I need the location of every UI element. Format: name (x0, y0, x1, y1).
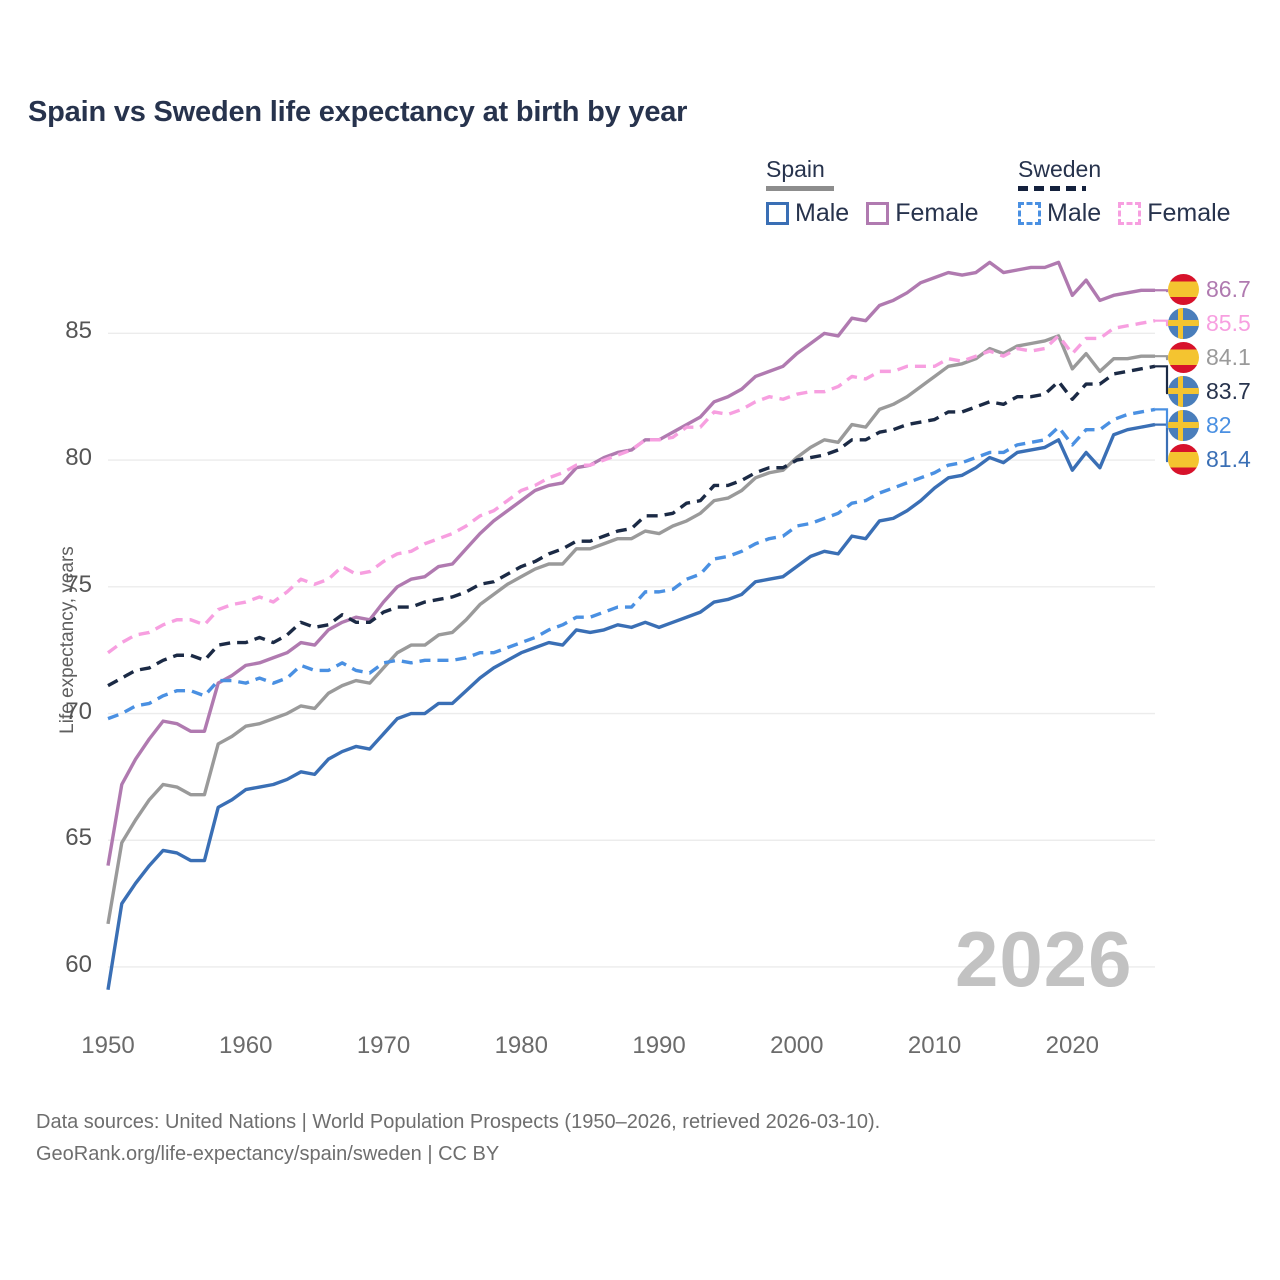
series-leader-line (1155, 289, 1169, 293)
sweden-flag-icon (1168, 375, 1199, 407)
series-end-label: 84.1 (1168, 340, 1280, 374)
chart-series-line (106, 319, 1156, 655)
legend-swatch-sweden-female-icon (1118, 202, 1142, 225)
legend-item-sweden-male[interactable]: Male (1018, 199, 1101, 228)
footer-line-attribution[interactable]: GeoRank.org/life-expectancy/spain/sweden… (36, 1143, 500, 1166)
page-title: Spain vs Sweden life expectancy at birth… (28, 96, 688, 128)
y-axis-tick-label: 70 (65, 697, 92, 725)
y-axis-tick-label: 75 (65, 570, 92, 598)
legend-group-sweden: Sweden Male Female (1018, 156, 1231, 228)
legend-item-spain-male[interactable]: Male (766, 199, 849, 228)
series-end-label: 83.7 (1168, 374, 1280, 408)
legend-rule-sweden (1018, 186, 1086, 191)
chart-series-line (106, 260, 1155, 866)
legend-group-title-sweden: Sweden (1018, 156, 1102, 182)
legend-item-spain-female[interactable]: Female (866, 199, 979, 228)
x-axis-tick-label: 1950 (81, 1032, 135, 1059)
series-end-value: 83.7 (1206, 377, 1251, 404)
series-end-label: 86.7 (1168, 272, 1280, 306)
series-end-value: 81.4 (1206, 445, 1251, 472)
chart-series-line (106, 334, 1155, 925)
legend-label-spain-female: Female (895, 199, 979, 227)
legend-group-title-spain: Spain (766, 156, 825, 182)
chart-footer: Data sources: United Nations | World Pop… (36, 1106, 880, 1171)
year-watermark: 2026 (955, 915, 1133, 1003)
series-leader-line (1155, 423, 1169, 463)
series-end-label: 82 (1168, 408, 1280, 442)
x-axis-tick-label: 1990 (632, 1032, 686, 1059)
series-end-label: 85.5 (1168, 306, 1280, 340)
legend-swatch-spain-female-icon (866, 202, 890, 225)
y-axis-tick-label: 60 (65, 950, 92, 978)
y-axis-tick-label: 80 (65, 444, 92, 472)
legend-swatch-sweden-male-icon (1018, 202, 1041, 225)
series-leader-line (1155, 319, 1169, 327)
y-axis-tick-label: 65 (65, 824, 92, 852)
legend-item-sweden-female[interactable]: Female (1118, 199, 1231, 228)
x-axis-tick-label: 1970 (356, 1032, 411, 1059)
sweden-flag-icon (1168, 307, 1199, 339)
legend-label-spain-male: Male (795, 199, 850, 227)
y-axis-tick-label: 85 (65, 317, 92, 345)
series-leader-line (1155, 408, 1169, 429)
x-axis-tick-label: 1960 (219, 1032, 273, 1059)
series-end-value: 85.5 (1206, 309, 1251, 336)
spain-flag-icon (1168, 273, 1199, 305)
series-end-value: 84.1 (1206, 343, 1251, 370)
series-end-label: 81.4 (1168, 442, 1280, 476)
chart-series-line (106, 422, 1156, 991)
x-axis-tick-label: 2010 (907, 1032, 962, 1059)
x-axis-tick-label: 2000 (770, 1032, 824, 1059)
chart-legend: Spain Male Female Sweden Male (760, 156, 1260, 240)
legend-rule-spain (766, 186, 834, 191)
legend-group-spain: Spain Male Female (766, 156, 979, 228)
series-end-value: 82 (1206, 411, 1232, 438)
sweden-flag-icon (1168, 409, 1199, 441)
chart-series-line (107, 407, 1156, 721)
chart-series-line (107, 364, 1156, 688)
series-end-value: 86.7 (1206, 275, 1251, 302)
legend-swatch-spain-male-icon (766, 202, 789, 225)
legend-label-sweden-female: Female (1147, 199, 1231, 227)
spain-flag-icon (1168, 443, 1199, 475)
footer-line-sources: Data sources: United Nations | World Pop… (36, 1111, 881, 1133)
series-leader-line (1155, 355, 1169, 361)
x-axis-tick-label: 2020 (1045, 1032, 1100, 1059)
series-end-labels: 86.7 85.5 84.1 83.7 82 81.4 (1168, 272, 1280, 476)
spain-flag-icon (1168, 341, 1199, 373)
x-axis-tick-label: 1980 (494, 1032, 548, 1059)
legend-label-sweden-male: Male (1047, 199, 1102, 227)
series-leader-line (1155, 365, 1169, 395)
